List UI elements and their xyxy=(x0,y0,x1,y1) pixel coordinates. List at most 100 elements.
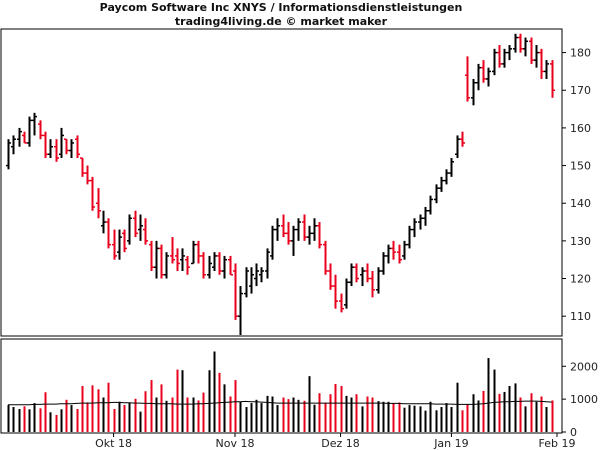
ohlc-bar xyxy=(265,248,270,279)
ohlc-bar xyxy=(222,255,227,279)
ohlc-bar xyxy=(465,56,470,102)
ohlc-bar xyxy=(317,222,322,249)
price-panel-frame xyxy=(0,28,563,337)
ohlc-bar xyxy=(502,48,507,68)
ohlc-bar xyxy=(85,165,90,185)
ohlc-bar xyxy=(428,195,433,215)
ohlc-bar xyxy=(17,127,22,147)
ohlc-bar xyxy=(59,127,64,159)
ohlc-bar xyxy=(38,120,43,140)
ohlc-bar xyxy=(523,37,528,57)
ohlc-bar xyxy=(217,252,222,275)
x-tick-label: Okt 18 xyxy=(95,437,132,450)
ohlc-bar xyxy=(154,240,159,279)
x-tick-label: Jan 19 xyxy=(433,437,468,450)
ohlc-bar xyxy=(138,214,143,241)
ohlc-bar xyxy=(133,210,138,238)
ohlc-bar xyxy=(233,263,238,320)
price-tick-label: 140 xyxy=(570,197,591,210)
ohlc-bar xyxy=(381,252,386,275)
ohlc-bar xyxy=(391,240,396,260)
ohlc-bar xyxy=(471,78,476,106)
volume-bars xyxy=(7,351,554,432)
ohlc-bar xyxy=(170,237,175,264)
ohlc-bar xyxy=(270,225,275,260)
volume-tick-label: 1000 xyxy=(570,393,598,406)
ohlc-bar xyxy=(101,210,106,234)
ohlc-bar xyxy=(90,176,95,211)
ohlc-bar xyxy=(376,267,381,294)
ohlc-bar xyxy=(80,157,85,177)
ohlc-bar xyxy=(69,139,74,159)
ohlc-bar xyxy=(249,267,254,294)
ohlc-bar xyxy=(54,139,59,162)
ohlc-bar xyxy=(48,139,53,159)
ohlc-bar xyxy=(444,169,449,185)
price-axis: 110 120 130 140 150 160 170 180 xyxy=(562,47,591,323)
ohlc-bar xyxy=(296,218,301,241)
ohlc-bar xyxy=(407,225,412,249)
ohlc-bar xyxy=(550,60,555,98)
ohlc-bar xyxy=(127,214,132,245)
ohlc-bar xyxy=(191,240,196,265)
ohlc-bar xyxy=(302,214,307,241)
ohlc-bar xyxy=(534,45,539,68)
ohlc-bar xyxy=(344,278,349,309)
ohlc-bar xyxy=(196,240,201,264)
price-tick-label: 150 xyxy=(570,160,591,173)
ohlc-bar xyxy=(492,48,497,76)
ohlc-bar xyxy=(254,263,259,287)
ohlc-bar xyxy=(460,131,465,147)
ohlc-bar xyxy=(106,218,111,249)
ohlc-bar xyxy=(507,45,512,61)
ohlc-bar xyxy=(333,274,338,309)
price-bars xyxy=(6,33,555,335)
volume-moving-average-line xyxy=(8,400,552,406)
ohlc-bar xyxy=(228,255,233,276)
ohlc-bar xyxy=(281,214,286,238)
chart-subtitle: trading4living.de © market maker xyxy=(174,15,388,28)
ohlc-bar xyxy=(291,225,296,256)
ohlc-bar xyxy=(22,131,27,144)
ohlc-bar xyxy=(32,112,37,136)
x-tick-label: Dez 18 xyxy=(321,437,360,450)
ohlc-bar xyxy=(149,240,154,271)
volume-axis: 0 1000 2000 xyxy=(562,360,598,439)
ohlc-bar xyxy=(449,158,454,177)
ohlc-bar xyxy=(529,37,534,64)
x-tick-label: Nov 18 xyxy=(216,437,255,450)
ohlc-bar xyxy=(117,229,122,260)
ohlc-bar xyxy=(238,286,243,335)
ohlc-bar xyxy=(412,218,417,238)
ohlc-bar xyxy=(386,244,391,264)
ohlc-bar xyxy=(307,225,312,245)
ohlc-bar xyxy=(122,229,127,253)
price-tick-label: 160 xyxy=(570,122,591,135)
ohlc-bar xyxy=(439,176,444,192)
chart-title: Paycom Software Inc XNYS / Informationsd… xyxy=(99,1,463,14)
volume-tick-label: 0 xyxy=(570,426,577,439)
ohlc-bar xyxy=(354,263,359,283)
ohlc-bar xyxy=(360,267,365,287)
ohlc-bar xyxy=(455,135,460,159)
price-tick-label: 180 xyxy=(570,47,591,60)
ohlc-bar xyxy=(539,48,544,79)
volume-tick-label: 2000 xyxy=(570,360,598,373)
ohlc-bar xyxy=(486,67,491,87)
ohlc-bar xyxy=(328,263,333,290)
ohlc-bar xyxy=(349,263,354,287)
ohlc-bar xyxy=(207,255,212,279)
ohlc-bar xyxy=(397,244,402,264)
price-tick-label: 120 xyxy=(570,273,591,286)
ohlc-bar xyxy=(201,252,206,279)
ohlc-bar xyxy=(518,33,523,53)
ohlc-bar xyxy=(434,184,439,204)
ohlc-bar xyxy=(185,255,190,275)
x-axis: Okt 18 Nov 18 Dez 18 Jan 19 Feb 19 xyxy=(95,433,575,450)
ohlc-bar xyxy=(339,293,344,313)
ohlc-bar xyxy=(64,138,69,155)
ohlc-bar xyxy=(244,267,249,298)
ohlc-bar xyxy=(544,60,549,79)
